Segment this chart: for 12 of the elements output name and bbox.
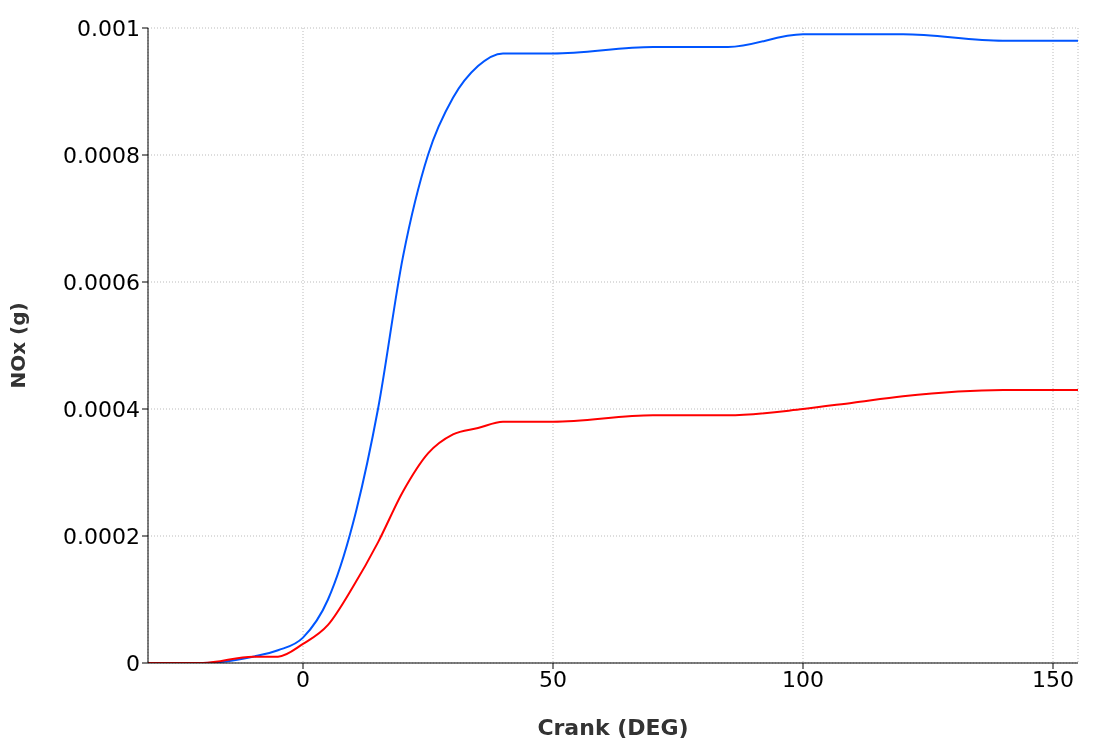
y-tick-label: 0.0002: [63, 523, 140, 549]
y-tick-label: 0.0004: [63, 396, 140, 422]
x-tick-label: 0: [296, 666, 310, 692]
x-tick-label: 50: [539, 666, 567, 692]
y-tick-label: 0.001: [77, 15, 140, 41]
x-tick-label: 150: [1032, 666, 1074, 692]
x-tick-label: 100: [782, 666, 824, 692]
y-axis-title: NOx (g): [6, 302, 31, 389]
y-tick-label: 0.0006: [63, 269, 140, 295]
x-axis-title: Crank (DEG): [537, 715, 689, 740]
y-tick-label: 0: [126, 650, 140, 676]
y-tick-label: 0.0008: [63, 142, 140, 168]
